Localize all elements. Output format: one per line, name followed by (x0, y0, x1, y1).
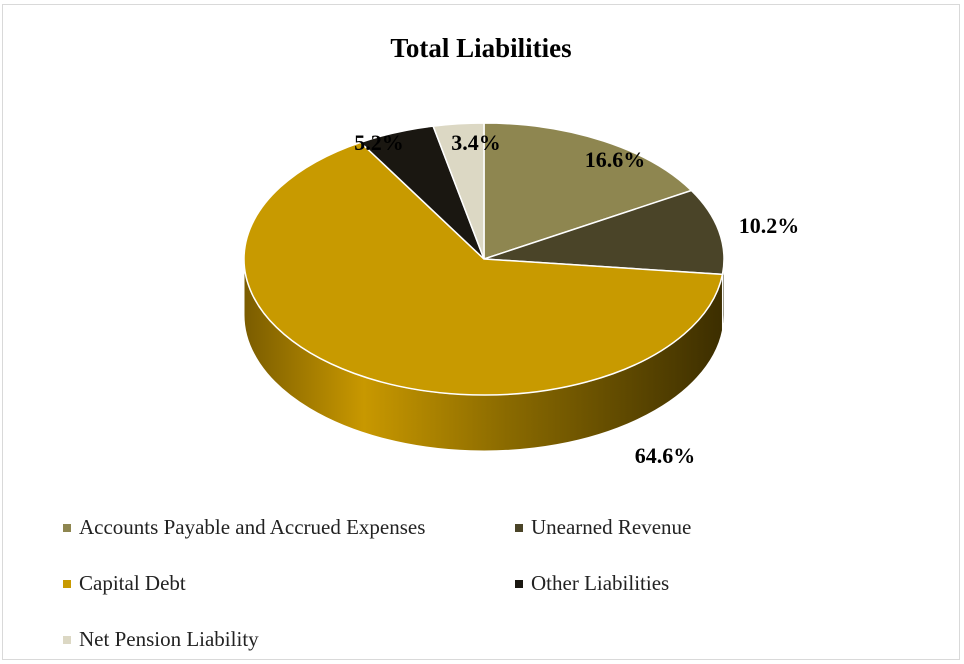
legend-label: Net Pension Liability (79, 627, 259, 651)
legend-item-other-liabilities: Other Liabilities (515, 571, 669, 596)
pie-top (243, 122, 725, 396)
pie-slice-4 (432, 122, 485, 260)
chart-title: Total Liabilities (390, 33, 572, 63)
legend-swatch (63, 635, 71, 644)
pie-slice-1 (483, 189, 725, 276)
pie-labels: 16.6% 10.2% 64.6% 5.2% 3.4% (354, 130, 799, 468)
data-label-0: 16.6% (585, 147, 646, 172)
data-label-3: 5.2% (354, 130, 404, 155)
legend-label: Other Liabilities (531, 571, 670, 595)
legend-item-net-pension-liability: Net Pension Liability (63, 627, 259, 652)
data-label-2: 64.6% (635, 443, 696, 468)
legend-label: Capital Debt (79, 571, 186, 595)
data-label-4: 3.4% (451, 130, 501, 155)
legend-item-accounts-payable: Accounts Payable and Accrued Expenses (63, 515, 425, 540)
legend-swatch (63, 523, 71, 532)
legend-label: Accounts Payable and Accrued Expenses (79, 515, 426, 539)
pie-slice-0 (483, 122, 693, 261)
data-label-1: 10.2% (739, 213, 800, 238)
chart-area: Total Liabilities 16.6% 10.2% 64.6% 5.2% 3.4… (2, 4, 960, 660)
legend-swatch (515, 579, 523, 588)
legend-swatch (515, 523, 523, 532)
pie-slice-2 (243, 141, 724, 396)
legend-swatch (63, 579, 71, 588)
legend-item-capital-debt: Capital Debt (63, 571, 186, 596)
legend-label: Unearned Revenue (531, 515, 692, 539)
legend-item-unearned-revenue: Unearned Revenue (515, 515, 691, 540)
pie-chart: 16.6% 10.2% 64.6% 5.2% 3.4% (243, 122, 799, 468)
